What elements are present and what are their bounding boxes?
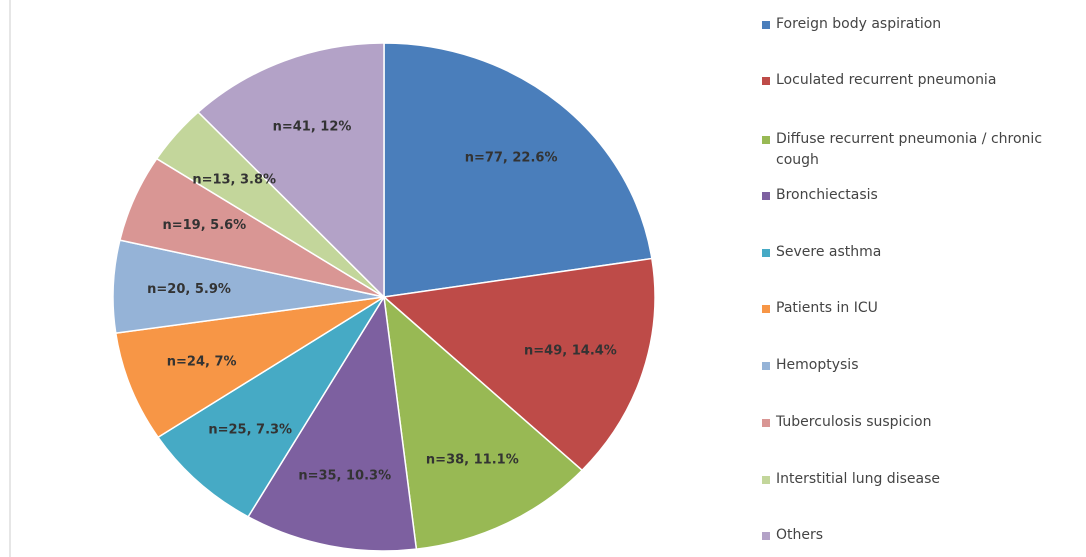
pie-slice	[247, 294, 418, 552]
legend-swatch	[762, 362, 770, 370]
data-label: n=20, 5.9%	[147, 282, 231, 297]
legend-swatch	[762, 419, 770, 427]
legend-item: Patients in ICU	[762, 298, 1082, 319]
data-label: n=25, 7.3%	[208, 423, 292, 438]
legend-label: Others	[776, 527, 824, 543]
data-label: n=19, 5.6%	[162, 218, 246, 233]
pie-slice	[156, 296, 385, 518]
legend-swatch	[762, 21, 770, 29]
data-label: n=41, 12%	[273, 120, 352, 135]
legend-swatch	[762, 249, 770, 257]
legend-swatch	[762, 305, 770, 313]
legend-item: Hemoptysis	[762, 355, 1082, 376]
legend-swatch	[762, 532, 770, 540]
legend-item: Diffuse recurrent pneumonia / chronic co…	[762, 129, 1082, 171]
legend-item: Others	[762, 525, 1082, 546]
legend-item: Loculated recurrent pneumonia	[762, 70, 1082, 91]
data-label: n=13, 3.8%	[192, 172, 276, 187]
pie-area: n=77, 22.6% n=49, 14.4% n=38, 11.1% n=35, 1…	[9, 0, 656, 557]
legend-label: Loculated recurrent pneumonia	[776, 72, 997, 88]
data-label: n=24, 7%	[167, 355, 237, 370]
pie-slice	[383, 42, 653, 298]
pie-slice	[383, 295, 584, 551]
legend-label: Interstitial lung disease	[776, 471, 940, 487]
legend-swatch	[762, 136, 770, 144]
data-label: n=35, 10.3%	[298, 469, 391, 484]
legend-label: Foreign body aspiration	[776, 16, 942, 32]
legend-swatch	[762, 192, 770, 200]
legend-label: Bronchiectasis	[776, 187, 878, 203]
legend-item: Bronchiectasis	[762, 185, 1082, 206]
legend-item: Severe asthma	[762, 242, 1082, 263]
data-label: n=38, 11.1%	[426, 453, 519, 468]
legend-item: Foreign body aspiration	[762, 14, 1082, 35]
legend-swatch	[762, 77, 770, 85]
legend-item: Interstitial lung disease	[762, 469, 1082, 490]
legend-label: Tuberculosis suspicion	[776, 414, 932, 430]
legend-swatch	[762, 476, 770, 484]
pie-slice	[114, 296, 385, 439]
data-label: n=77, 22.6%	[465, 151, 558, 166]
data-label: n=49, 14.4%	[524, 343, 617, 358]
legend-label: Diffuse recurrent pneumonia / chronic co…	[776, 131, 1043, 168]
legend-label: Patients in ICU	[776, 300, 878, 316]
pie-slice	[197, 42, 385, 299]
legend-label: Severe asthma	[776, 244, 882, 260]
legend-item: Tuberculosis suspicion	[762, 412, 1082, 433]
legend-label: Hemoptysis	[776, 357, 859, 373]
pie-slice	[382, 257, 656, 472]
